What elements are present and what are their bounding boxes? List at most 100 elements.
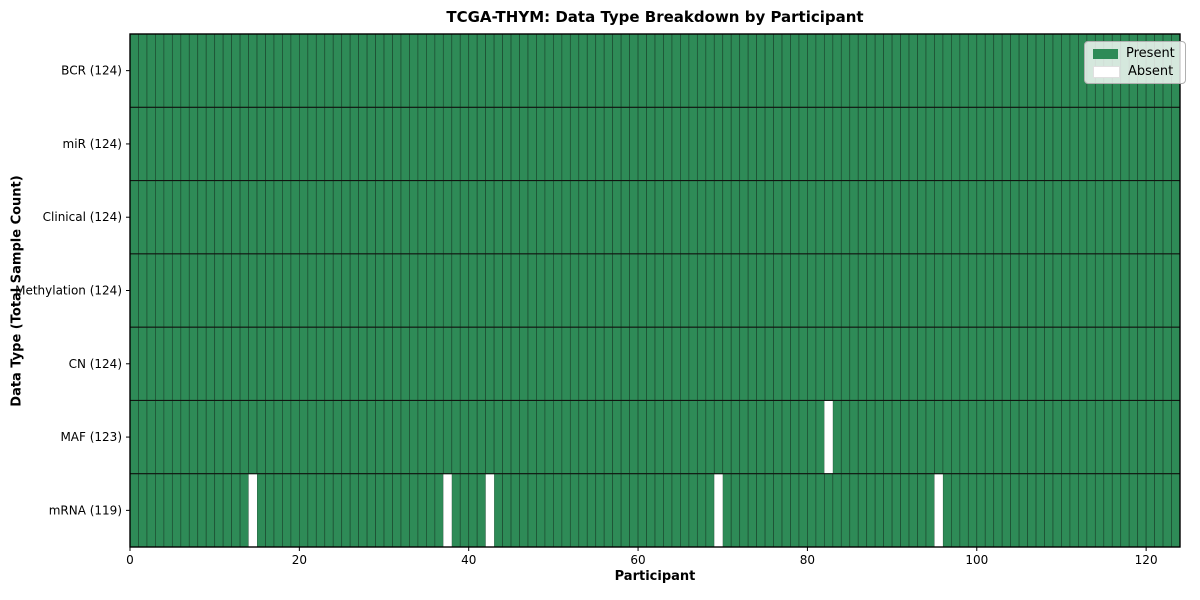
matrix-cell [891, 326, 901, 401]
matrix-cell [866, 180, 876, 255]
matrix-cell [696, 106, 707, 181]
matrix-cell [900, 106, 910, 181]
matrix-cell [129, 400, 139, 475]
matrix-cell [561, 400, 571, 475]
matrix-cell [959, 400, 969, 475]
matrix-cell [493, 326, 503, 401]
matrix-cell [578, 253, 588, 328]
matrix-cell [205, 253, 216, 328]
matrix-cell [1103, 400, 1113, 475]
matrix-cell [349, 400, 359, 475]
matrix-cell [366, 400, 376, 475]
matrix-cell [866, 326, 876, 401]
matrix-cell [307, 180, 317, 255]
matrix-cell [866, 253, 876, 328]
matrix-cell [1103, 326, 1113, 401]
matrix-cell [146, 253, 156, 328]
matrix-cell [1103, 253, 1113, 328]
matrix-cell [188, 253, 199, 328]
matrix-cell [383, 33, 393, 108]
matrix-cell [1010, 253, 1020, 328]
matrix-cell [536, 473, 546, 548]
matrix-cell [637, 253, 647, 328]
matrix-cell [544, 400, 554, 475]
matrix-cell [358, 33, 368, 108]
matrix-cell [781, 106, 791, 181]
matrix-cell [781, 326, 791, 401]
matrix-cell [1145, 400, 1155, 475]
matrix-cell [349, 326, 359, 401]
matrix-cell [256, 106, 266, 181]
matrix-cell [510, 106, 520, 181]
matrix-cell [1086, 180, 1096, 255]
matrix-cell [561, 33, 571, 108]
matrix-cell [993, 180, 1003, 255]
matrix-cell [180, 180, 190, 255]
matrix-cell [222, 106, 232, 181]
matrix-cell [1078, 473, 1088, 548]
matrix-cell [908, 33, 918, 108]
matrix-cell [1027, 253, 1037, 328]
matrix-cell [1018, 473, 1028, 548]
matrix-cell [282, 106, 292, 181]
matrix-cell [315, 400, 326, 475]
matrix-cell [951, 400, 961, 475]
matrix-cell [1120, 473, 1130, 548]
matrix-cell [781, 253, 791, 328]
matrix-cell [519, 106, 529, 181]
matrix-cell [468, 180, 478, 255]
matrix-cell [849, 253, 859, 328]
matrix-cell [146, 326, 156, 401]
matrix-cell [1044, 400, 1054, 475]
matrix-cell [663, 180, 673, 255]
matrix-cell [959, 33, 969, 108]
matrix-cell [849, 473, 859, 548]
matrix-cell [900, 400, 910, 475]
matrix-cell [527, 106, 537, 181]
matrix-cell [747, 180, 757, 255]
matrix-cell [637, 180, 647, 255]
matrix-cell [1094, 106, 1105, 181]
matrix-cell [282, 400, 292, 475]
matrix-cell [1094, 180, 1105, 255]
matrix-cell [1001, 180, 1011, 255]
matrix-cell [1027, 400, 1037, 475]
matrix-cell [883, 33, 893, 108]
y-tick-label: mRNA (119) [49, 503, 122, 517]
matrix-cell [214, 326, 224, 401]
matrix-cell [180, 253, 190, 328]
matrix-cell [214, 180, 224, 255]
matrix-cell [773, 180, 783, 255]
matrix-cell [688, 326, 698, 401]
matrix-cell [214, 106, 224, 181]
matrix-cell [1044, 106, 1054, 181]
matrix-cell [188, 326, 199, 401]
matrix-cell [696, 180, 707, 255]
matrix-cell [1027, 326, 1037, 401]
matrix-cell [222, 473, 232, 548]
matrix-cell [392, 33, 402, 108]
matrix-cell [688, 33, 698, 108]
matrix-cell [942, 400, 952, 475]
matrix-cell [510, 326, 520, 401]
matrix-cell [680, 253, 690, 328]
matrix-cell [637, 106, 647, 181]
matrix-cell [265, 33, 275, 108]
matrix-cell [468, 326, 478, 401]
matrix-cell [366, 473, 376, 548]
matrix-cell [925, 106, 935, 181]
matrix-cell [476, 326, 486, 401]
matrix-cell [756, 253, 766, 328]
matrix-cell [1035, 106, 1045, 181]
matrix-cell [417, 33, 427, 108]
matrix-cell [358, 473, 368, 548]
matrix-cell [849, 180, 859, 255]
matrix-cell [1069, 106, 1079, 181]
matrix-cell [1086, 326, 1096, 401]
matrix-cell [967, 326, 978, 401]
matrix-cell [730, 326, 741, 401]
matrix-cell [790, 33, 800, 108]
matrix-cell [790, 253, 800, 328]
matrix-cell [341, 473, 351, 548]
matrix-cell [459, 180, 470, 255]
